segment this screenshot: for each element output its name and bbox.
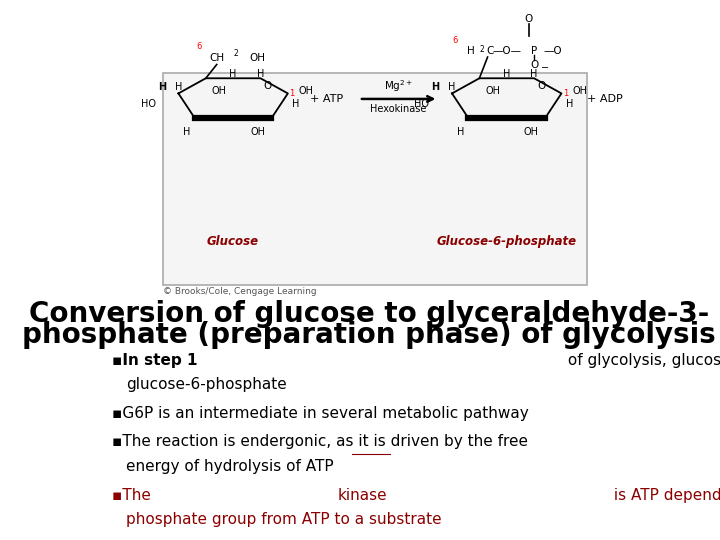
Text: H: H (456, 127, 464, 137)
Text: ▪In step 1: ▪In step 1 (112, 353, 198, 368)
Text: ▪The: ▪The (112, 488, 156, 503)
Text: phosphate (preparation phase) of glycolysis: phosphate (preparation phase) of glycoly… (22, 321, 716, 348)
Text: —O: —O (544, 46, 562, 56)
Text: H: H (230, 69, 237, 79)
Text: HO: HO (415, 99, 429, 110)
Text: OH: OH (212, 86, 227, 96)
Text: OH: OH (524, 127, 539, 137)
Text: 1: 1 (562, 89, 568, 98)
Text: OH: OH (250, 52, 266, 63)
Text: Glucose: Glucose (207, 235, 259, 248)
Text: CH: CH (209, 52, 225, 63)
Text: Mg$^{2+}$: Mg$^{2+}$ (384, 79, 413, 94)
Text: OH: OH (299, 86, 314, 96)
Text: Hexokinase: Hexokinase (370, 104, 426, 113)
Text: is ATP dependent enzymes that transfer a: is ATP dependent enzymes that transfer a (608, 488, 720, 503)
Text: + ADP: + ADP (588, 94, 623, 104)
Text: H: H (175, 82, 182, 92)
FancyBboxPatch shape (163, 73, 587, 285)
Text: H: H (566, 99, 573, 110)
Text: H: H (257, 69, 264, 79)
Text: O: O (537, 80, 545, 91)
Text: phosphate group from ATP to a substrate: phosphate group from ATP to a substrate (126, 512, 442, 527)
Text: H: H (467, 46, 475, 56)
Text: 2: 2 (233, 49, 238, 58)
Text: OH: OH (251, 127, 265, 137)
Text: O: O (530, 59, 539, 70)
Text: © Brooks/Cole, Cengage Learning: © Brooks/Cole, Cengage Learning (163, 287, 316, 296)
Text: O: O (264, 80, 271, 91)
Text: C: C (487, 46, 494, 56)
Text: H: H (183, 127, 190, 137)
Text: + ATP: + ATP (310, 94, 343, 104)
Text: −: − (541, 63, 549, 73)
Text: O: O (524, 14, 533, 24)
Text: HO: HO (141, 99, 156, 110)
Text: ▪G6P is an intermediate in several metabolic pathway: ▪G6P is an intermediate in several metab… (112, 406, 529, 421)
Text: H: H (531, 69, 538, 79)
Text: Glucose-6-phosphate: Glucose-6-phosphate (436, 235, 577, 248)
Text: kinase: kinase (338, 488, 387, 503)
Text: H: H (431, 82, 440, 92)
Text: H: H (449, 82, 456, 92)
Text: of glycolysis, glucose is phosphorylated to give: of glycolysis, glucose is phosphorylated… (564, 353, 720, 368)
Text: OH: OH (485, 86, 500, 96)
Text: Conversion of glucose to glyceraldehyde-3-: Conversion of glucose to glyceraldehyde-… (29, 300, 709, 328)
Text: H: H (158, 82, 166, 92)
Text: H: H (292, 99, 300, 110)
Text: —O—: —O— (492, 46, 521, 56)
Text: 6: 6 (452, 36, 457, 45)
Text: P: P (531, 46, 537, 56)
Text: ▪The reaction is endergonic, as it is driven by the free: ▪The reaction is endergonic, as it is dr… (112, 435, 528, 449)
Text: OH: OH (572, 86, 588, 96)
Text: 6: 6 (196, 42, 202, 51)
Text: glucose-6-phosphate: glucose-6-phosphate (126, 377, 287, 392)
Text: 1: 1 (289, 89, 294, 98)
Text: energy of hydrolysis of ATP: energy of hydrolysis of ATP (126, 459, 334, 474)
Text: H: H (503, 69, 510, 79)
Text: 2: 2 (480, 45, 485, 55)
